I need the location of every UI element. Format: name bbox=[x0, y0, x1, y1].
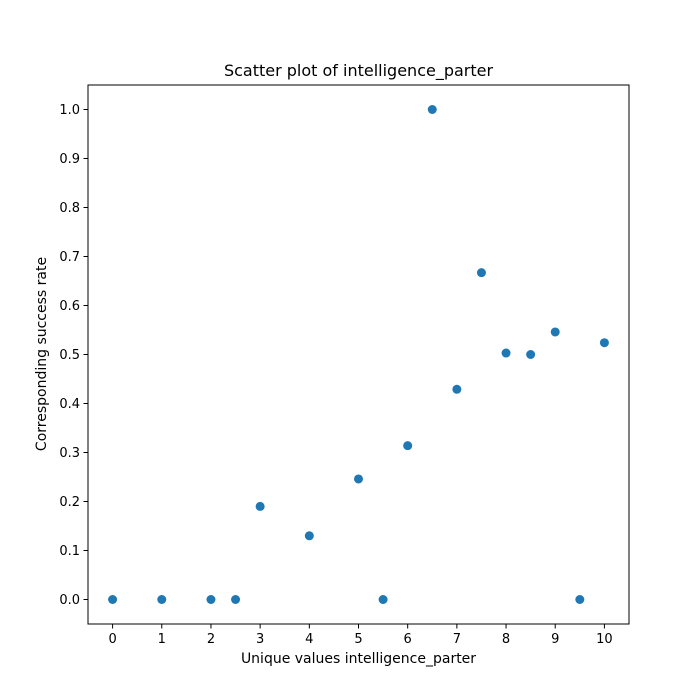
scatter-point bbox=[550, 327, 560, 337]
scatter-point bbox=[427, 105, 437, 114]
y-tick-label: 0.3 bbox=[59, 446, 80, 461]
scatter-point bbox=[108, 595, 118, 604]
scatter-point bbox=[403, 441, 413, 451]
x-tick-label: 8 bbox=[502, 632, 510, 647]
chart-title: Scatter plot of intelligence_parter bbox=[224, 61, 494, 81]
scatter-point bbox=[157, 595, 167, 604]
x-axis-ticks: 0 1 2 3 4 5 6 7 8 9 10 bbox=[108, 624, 613, 647]
y-tick-label: 0.9 bbox=[59, 152, 80, 167]
y-tick-label: 0.5 bbox=[59, 348, 80, 363]
x-tick-label: 3 bbox=[256, 632, 264, 647]
x-tick-label: 2 bbox=[207, 632, 215, 647]
scatter-point bbox=[526, 350, 536, 359]
y-tick-label: 0.8 bbox=[59, 201, 80, 216]
y-tick-label: 0.2 bbox=[59, 495, 80, 510]
scatter-point bbox=[476, 268, 486, 278]
x-axis-label: Unique values intelligence_parter bbox=[241, 651, 476, 667]
x-tick-label: 7 bbox=[453, 632, 461, 647]
x-tick-label: 1 bbox=[158, 632, 166, 647]
scatter-point bbox=[452, 384, 462, 394]
y-axis-label: Corresponding success rate bbox=[34, 257, 50, 451]
scatter-point bbox=[575, 595, 585, 604]
scatter-point bbox=[599, 338, 609, 348]
x-tick-label: 0 bbox=[108, 632, 116, 647]
x-tick-label: 5 bbox=[354, 632, 362, 647]
x-tick-label: 9 bbox=[551, 632, 559, 647]
y-tick-label: 0.6 bbox=[59, 299, 80, 314]
y-tick-label: 0.1 bbox=[59, 544, 80, 559]
scatter-point bbox=[304, 531, 314, 541]
scatter-point bbox=[255, 501, 265, 511]
scatter-point bbox=[501, 348, 511, 358]
y-axis-ticks: 0.0 0.1 0.2 0.3 0.4 0.5 0.6 0.7 0.8 0.9 1.0 bbox=[59, 103, 88, 608]
scatter-point bbox=[378, 595, 388, 604]
scatter-point bbox=[231, 595, 241, 604]
scatter-point bbox=[354, 474, 363, 484]
x-tick-label: 10 bbox=[596, 632, 613, 647]
y-tick-label: 0.7 bbox=[59, 250, 80, 265]
x-tick-label: 4 bbox=[305, 632, 313, 647]
scatter-point bbox=[206, 595, 216, 604]
y-tick-label: 1.0 bbox=[59, 103, 80, 118]
plot-frame bbox=[87, 84, 630, 625]
y-tick-label: 0.4 bbox=[59, 397, 80, 412]
y-tick-label: 0.0 bbox=[59, 593, 80, 608]
x-tick-label: 6 bbox=[404, 632, 412, 647]
data-points bbox=[108, 105, 609, 604]
